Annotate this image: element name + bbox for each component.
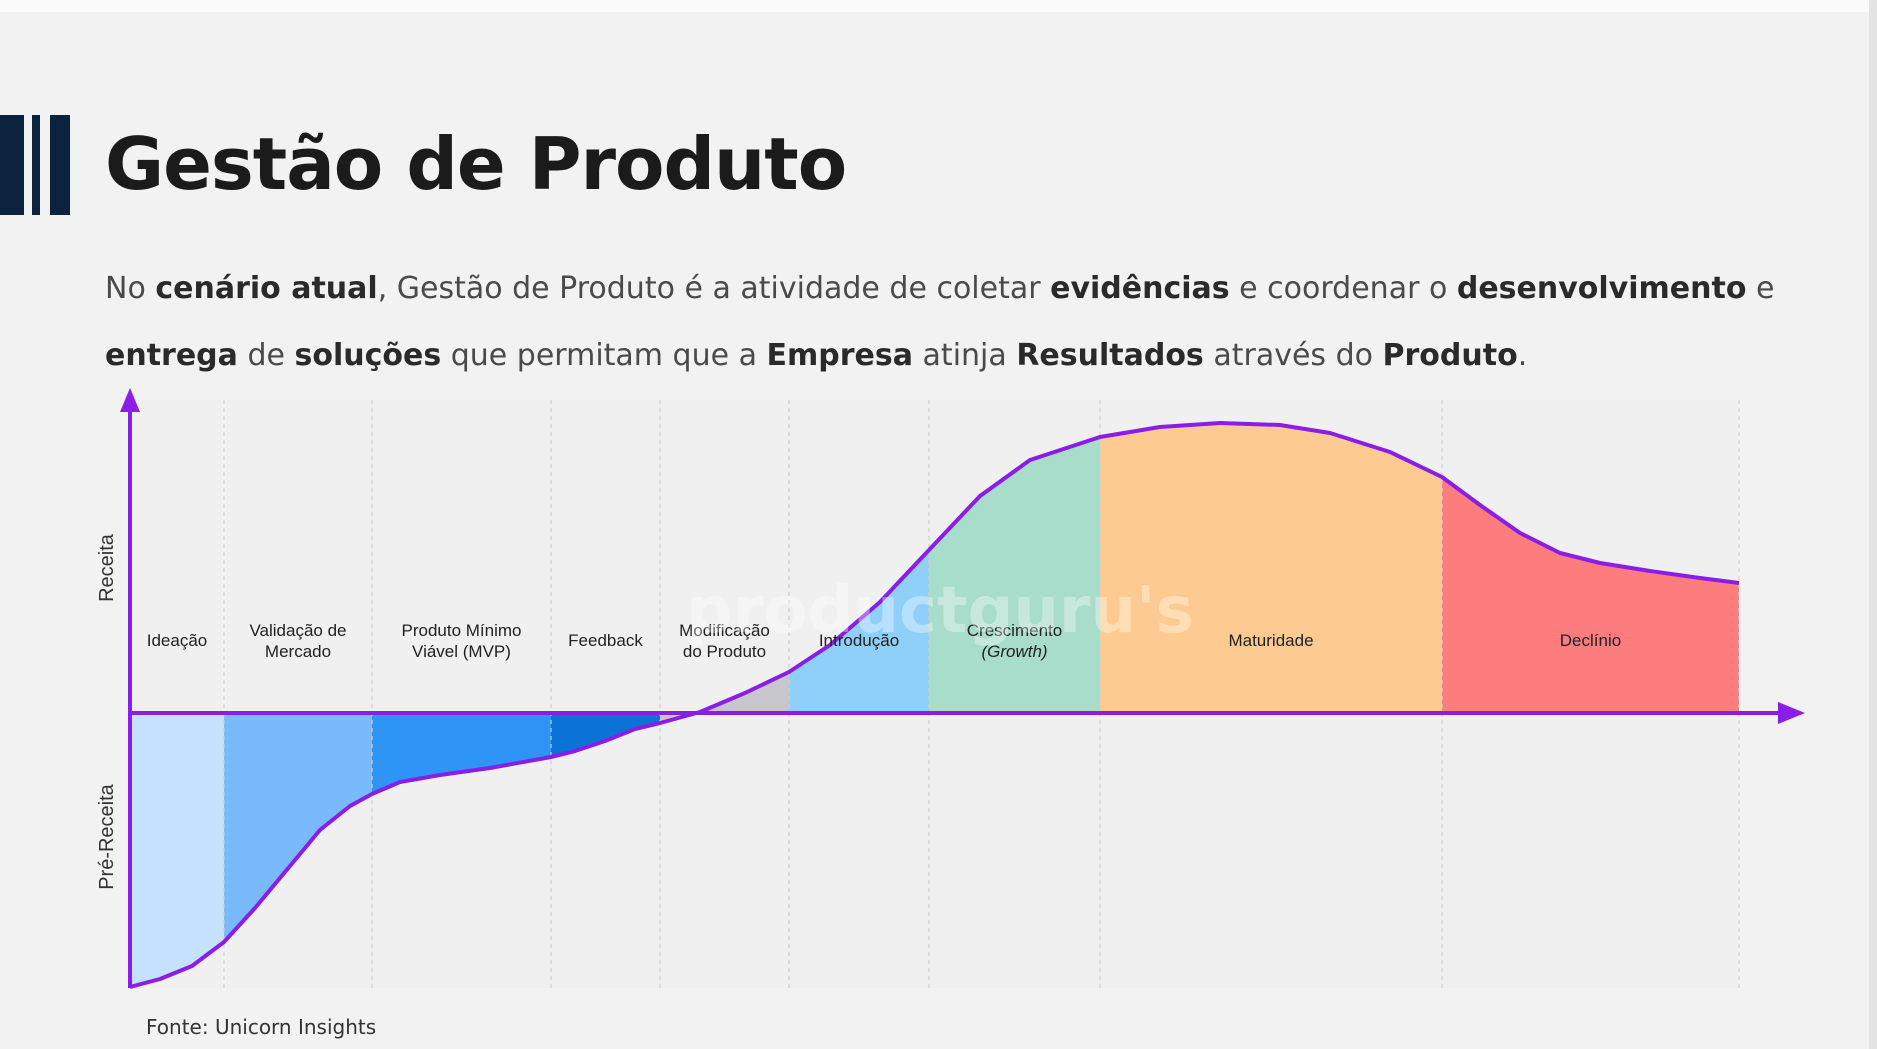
right-edge-strip bbox=[1869, 0, 1877, 1049]
stage-region bbox=[1100, 423, 1442, 713]
stage-region bbox=[372, 713, 551, 794]
intro-text: e coordenar o bbox=[1229, 271, 1457, 306]
intro-text: atinja bbox=[913, 338, 1017, 373]
intro-emphasis: desenvolvimento bbox=[1456, 271, 1747, 306]
x-axis-arrowhead bbox=[1778, 702, 1805, 724]
intro-emphasis: entrega bbox=[105, 338, 238, 373]
stage-label: Feedback bbox=[568, 631, 643, 650]
intro-emphasis: Produto bbox=[1382, 338, 1518, 373]
intro-text: No bbox=[105, 271, 156, 306]
intro-emphasis: evidências bbox=[1050, 271, 1230, 306]
stage-label: Ideação bbox=[147, 631, 208, 650]
accent-bar bbox=[32, 115, 40, 215]
y-axis-label-pre-receita: Pré-Receita bbox=[96, 783, 118, 889]
intro-emphasis: Empresa bbox=[766, 338, 914, 373]
intro-emphasis: Resultados bbox=[1016, 338, 1204, 373]
intro-text: e bbox=[1746, 271, 1775, 306]
stage-label: Modificação bbox=[679, 621, 770, 640]
stage-label: Maturidade bbox=[1228, 631, 1313, 650]
stage-label: do Produto bbox=[683, 642, 766, 661]
stage-label: Viável (MVP) bbox=[412, 642, 511, 661]
stage-label: Crescimento bbox=[967, 621, 1062, 640]
accent-bar bbox=[0, 115, 24, 215]
stage-region bbox=[130, 713, 224, 987]
intro-text: de bbox=[237, 338, 295, 373]
stage-label: Mercado bbox=[265, 642, 331, 661]
y-axis-arrowhead bbox=[120, 388, 140, 412]
intro-text: através do bbox=[1203, 338, 1383, 373]
top-strip bbox=[0, 0, 1877, 12]
intro-text: , Gestão de Produto é a atividade de col… bbox=[377, 271, 1051, 306]
stage-label: Declínio bbox=[1560, 631, 1621, 650]
intro-paragraph: No cenário atual, Gestão de Produto é a … bbox=[105, 255, 1815, 389]
intro-emphasis: soluções bbox=[294, 338, 442, 373]
source-caption: Fonte: Unicorn Insights bbox=[146, 1015, 377, 1039]
stage-region bbox=[551, 713, 660, 757]
lifecycle-curve bbox=[129, 421, 1740, 989]
stage-label: Validação de bbox=[249, 621, 346, 640]
y-axis-label-receita: Receita bbox=[96, 533, 118, 602]
title-accent-bars bbox=[0, 115, 70, 215]
intro-text: . bbox=[1517, 338, 1528, 373]
page-title: Gestão de Produto bbox=[105, 122, 847, 206]
stage-region bbox=[1442, 477, 1739, 713]
intro-emphasis: cenário atual bbox=[155, 271, 378, 306]
intro-text: que permitam que a bbox=[441, 338, 767, 373]
stage-region bbox=[789, 550, 929, 713]
accent-bar bbox=[50, 115, 70, 215]
stage-region bbox=[660, 672, 789, 723]
stage-label: (Growth) bbox=[981, 642, 1047, 661]
stage-label: Introdução bbox=[819, 631, 899, 650]
stage-region bbox=[224, 713, 372, 942]
stage-label: Produto Mínimo bbox=[402, 621, 522, 640]
watermark-text: productguru's bbox=[686, 574, 1193, 648]
